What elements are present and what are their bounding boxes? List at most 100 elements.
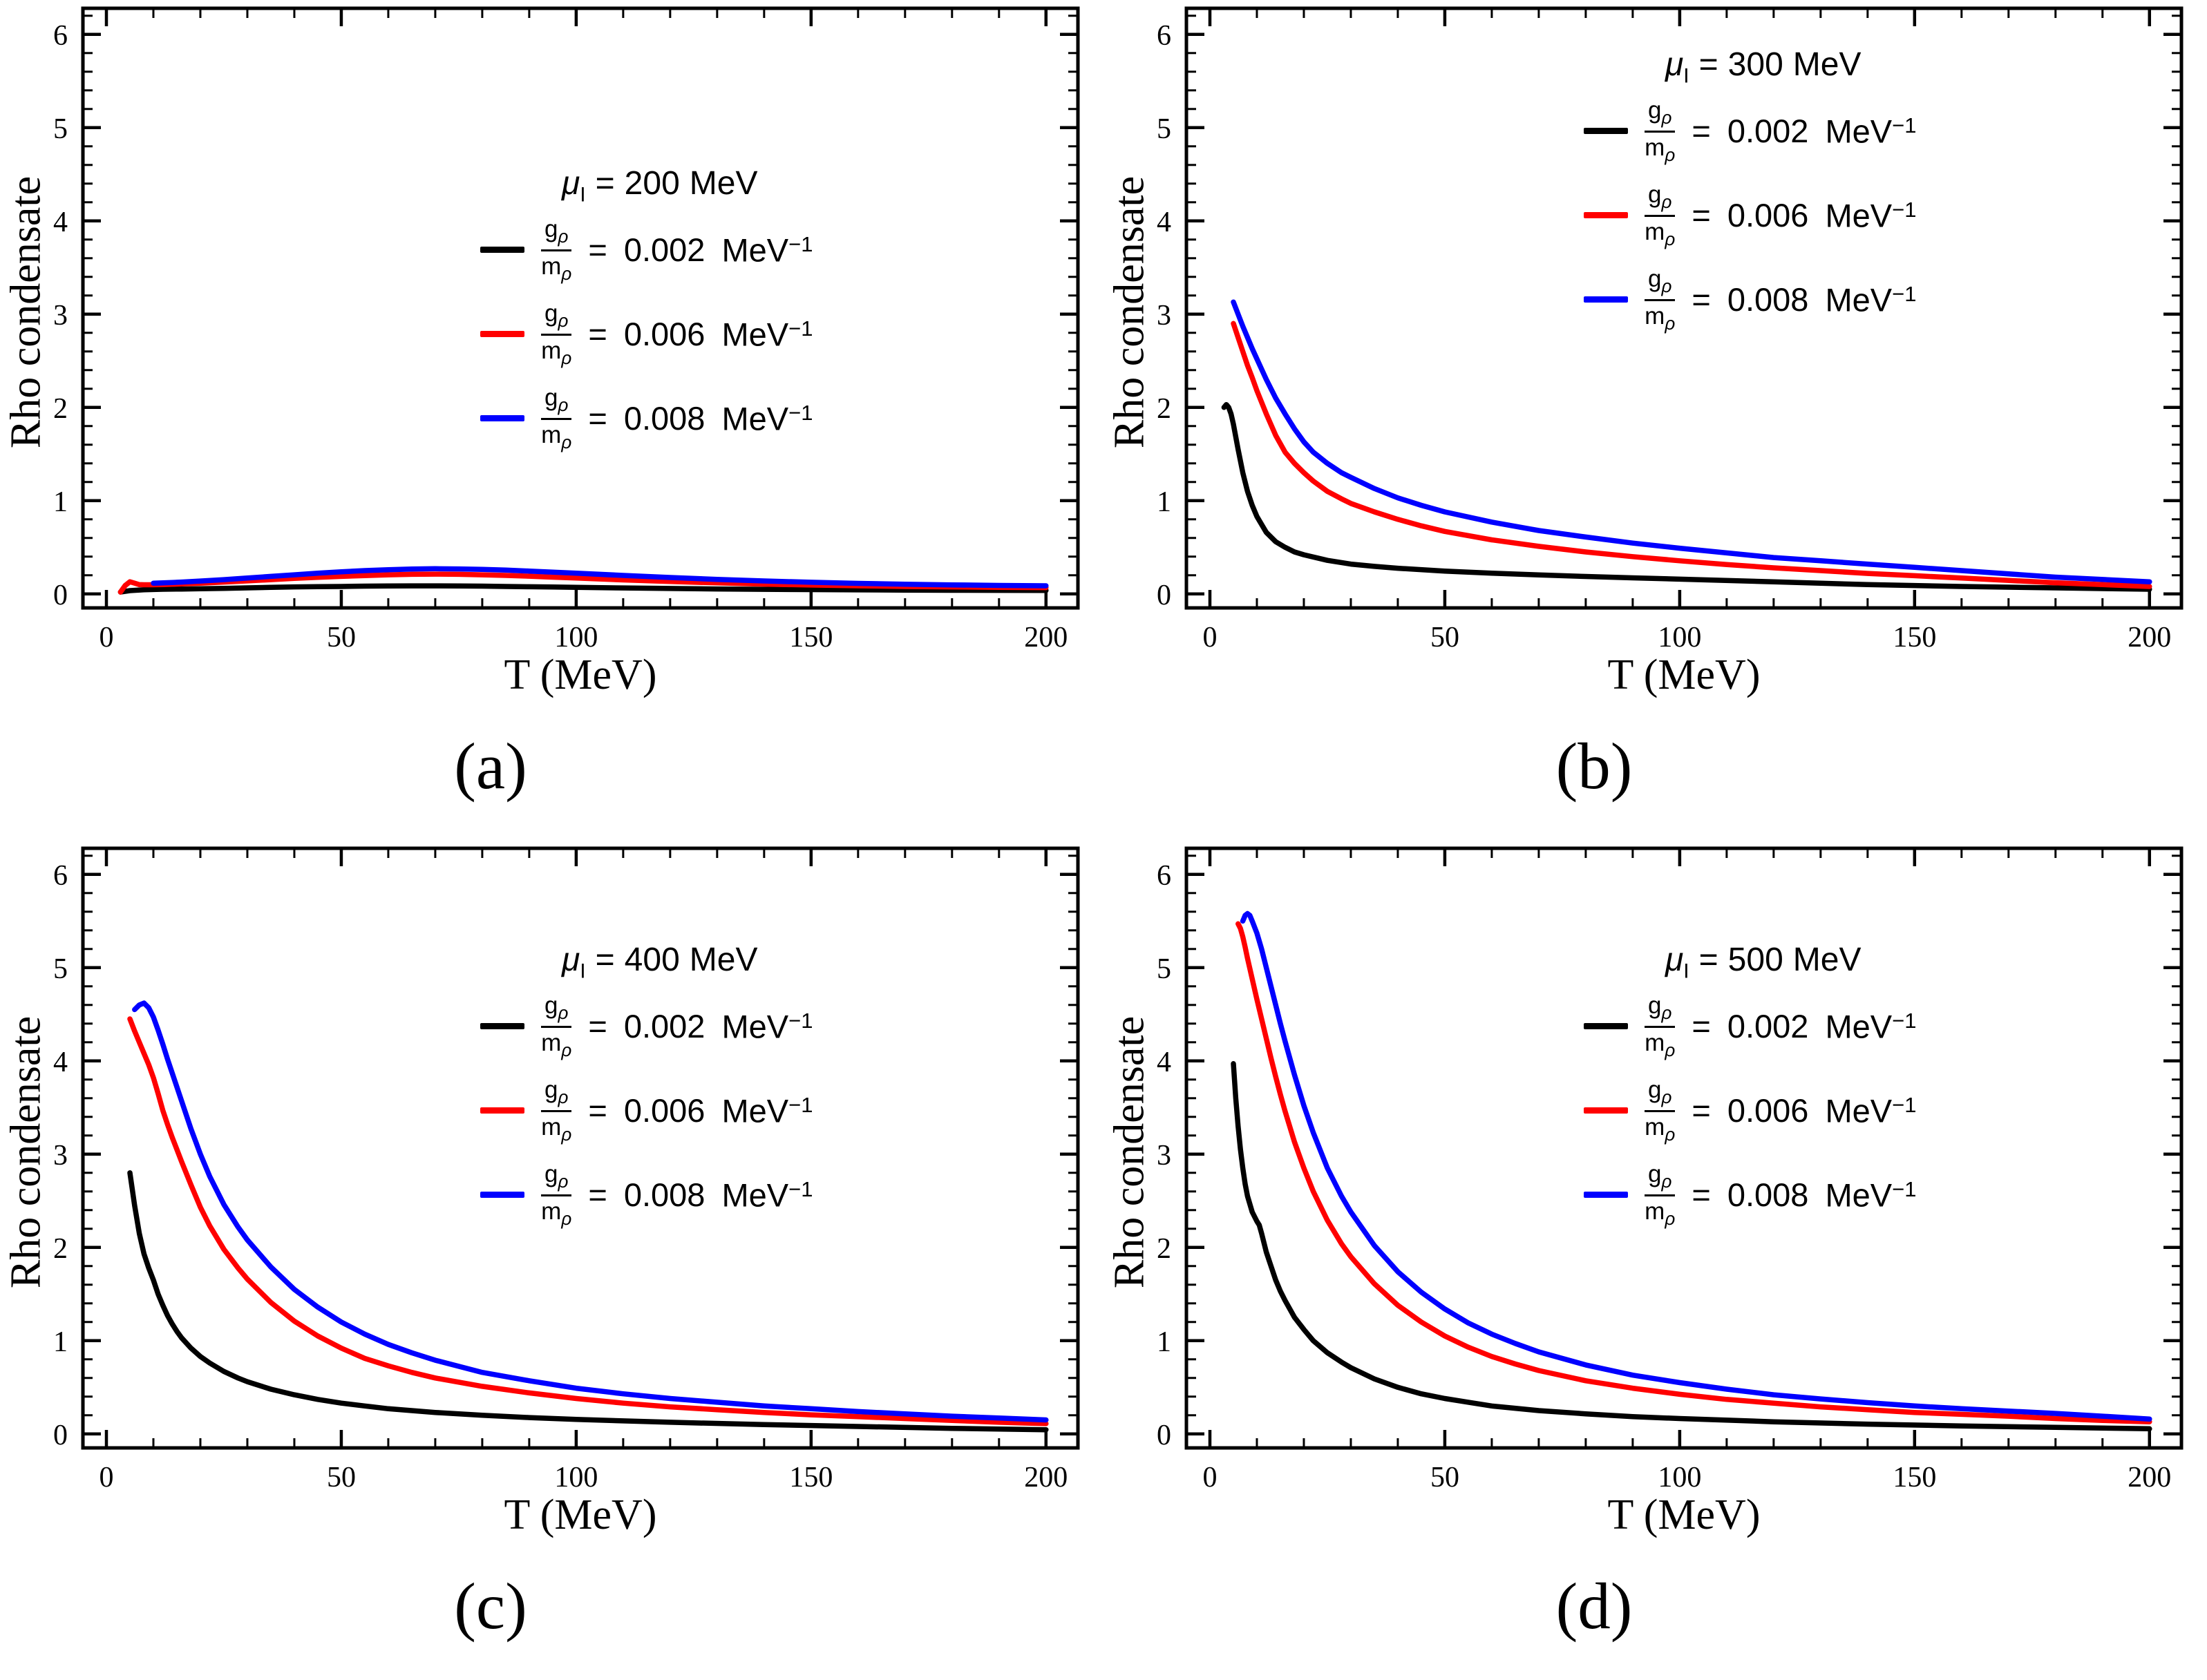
y-tick-label: 0 [1157, 1420, 1171, 1451]
mu-subscript: I [1683, 960, 1689, 983]
mu-value: 400 [624, 942, 680, 978]
series-line-0 [1221, 401, 2152, 592]
ratio-fraction: gρ mρ [1645, 992, 1676, 1060]
legend-swatch-blue [480, 1192, 524, 1199]
y-tick-label: 6 [1157, 20, 1171, 52]
x-tick-label: 50 [1430, 1462, 1459, 1493]
equals-sign: = [1692, 1092, 1711, 1129]
mu-symbol: μ [1665, 46, 1684, 83]
mu-unit: MeV [1792, 942, 1862, 978]
panel-label-b: (b) [1555, 729, 1633, 803]
legend-swatch-black [480, 1023, 524, 1030]
panel-a: 0 50 100 150 200 0 1 2 3 4 5 6 Rho condensate T (Me… [0, 0, 1104, 840]
y-tick-label: 2 [53, 1233, 68, 1265]
x-tick-label: 0 [99, 1462, 113, 1493]
y-tick-label: 4 [53, 1047, 68, 1078]
ratio-fraction: gρ mρ [541, 992, 572, 1060]
ratio-fraction: gρ mρ [541, 216, 572, 284]
x-tick-label: 100 [554, 622, 598, 653]
x-tick-label: 200 [2128, 1462, 2171, 1493]
series-line-2 [1231, 299, 2152, 584]
mu-value: 500 [1727, 942, 1783, 978]
series-line-2 [1240, 910, 2152, 1422]
ratio-unit: MeV−1 [721, 1092, 813, 1129]
ratio-fraction: gρ mρ [541, 1076, 572, 1145]
y-tick-label: 1 [1157, 1326, 1171, 1358]
ratio-unit: MeV−1 [1825, 1092, 1917, 1129]
equals-sign: = [588, 1176, 607, 1214]
y-tick-label: 6 [53, 860, 68, 892]
equals-sign: = [1698, 942, 1718, 978]
mu-unit: MeV [1792, 46, 1862, 83]
legend-row: gρ mρ = 0.002 MeV−1 [480, 216, 813, 284]
y-tick-label: 4 [1157, 1047, 1171, 1078]
legend-swatch-black [1584, 1023, 1628, 1030]
legend-row: gρ mρ = 0.006 MeV−1 [480, 1076, 813, 1145]
x-tick-label: 50 [1430, 622, 1459, 653]
equals-sign: = [1692, 1008, 1711, 1045]
legend-row: gρ mρ = 0.002 MeV−1 [1584, 97, 1916, 165]
x-tick-label: 150 [789, 1462, 833, 1493]
legend-swatch-blue [480, 415, 524, 422]
legend-swatch-black [1584, 128, 1628, 135]
y-axis-label: Rho condensate [2, 1015, 50, 1289]
equals-sign: = [595, 942, 615, 978]
x-tick-label: 50 [327, 1462, 356, 1493]
y-axis-label: Rho condensate [1106, 1015, 1153, 1289]
x-tick-label: 150 [789, 622, 833, 653]
legend-row: gρ mρ = 0.006 MeV−1 [1584, 181, 1917, 249]
equals-sign: = [1692, 1176, 1711, 1214]
equals-sign: = [595, 165, 615, 202]
legend-swatch-red [480, 331, 524, 338]
ratio-unit: MeV−1 [1825, 197, 1917, 234]
y-tick-label: 5 [53, 953, 68, 985]
plot-area-d: 0 50 100 150 200 0 1 2 3 4 5 6 [1157, 846, 2184, 1493]
equals-sign: = [588, 1092, 607, 1129]
y-axis-label: Rho condensate [2, 175, 50, 449]
x-tick-label: 0 [99, 622, 113, 653]
y-tick-label: 2 [1157, 393, 1171, 425]
y-tick-label: 3 [53, 1140, 68, 1172]
y-tick-label: 3 [1157, 1140, 1171, 1172]
y-tick-label: 0 [1157, 580, 1171, 611]
plot-area-a: 0 50 100 150 200 0 1 2 3 4 5 6 [53, 6, 1080, 653]
plot-area-b: 0 50 100 150 200 0 1 2 3 4 5 6 [1157, 6, 2184, 653]
legend-row: gρ mρ = 0.008 MeV−1 [1584, 265, 1917, 333]
x-axis-label: T (MeV) [1607, 1491, 1761, 1538]
ratio-unit: MeV−1 [1825, 1008, 1917, 1045]
mu-unit: MeV [689, 165, 758, 202]
equals-sign: = [1692, 197, 1711, 234]
y-tick-label: 3 [1157, 300, 1171, 332]
panel-label-d: (d) [1555, 1569, 1633, 1643]
plot-area-c: 0 50 100 150 200 0 1 2 3 4 5 6 [53, 846, 1080, 1493]
ratio-unit: MeV−1 [721, 1008, 813, 1045]
legend: μI = 500 MeV gρ mρ = 0.002 MeV−1 gρ mρ = 0… [1584, 941, 1916, 1246]
y-axis-label: Rho condensate [1106, 175, 1153, 449]
y-tick-label: 1 [1157, 486, 1171, 518]
y-tick-label: 6 [1157, 860, 1171, 892]
x-tick-label: 50 [327, 622, 356, 653]
plot-frame [81, 6, 1080, 610]
legend-row: gρ mρ = 0.006 MeV−1 [1584, 1076, 1917, 1144]
equals-sign: = [588, 316, 607, 353]
series-line-0 [117, 583, 1049, 595]
ratio-unit: MeV−1 [721, 316, 813, 353]
ratio-value: 0.006 [623, 1092, 705, 1129]
y-tick-label: 0 [53, 1420, 68, 1451]
y-tick-label: 2 [1157, 1233, 1171, 1265]
panel-d: 0 50 100 150 200 0 1 2 3 4 5 6 Rho condensate T (Me… [1104, 840, 2207, 1680]
equals-sign: = [1698, 46, 1718, 83]
ratio-unit: MeV−1 [1825, 281, 1917, 318]
mu-unit: MeV [689, 942, 758, 978]
ratio-fraction: gρ mρ [541, 1161, 572, 1229]
equals-sign: = [588, 231, 607, 269]
plot-frame [81, 846, 1080, 1450]
panel-c: 0 50 100 150 200 0 1 2 3 4 5 6 Rho condensate T (Me… [0, 840, 1104, 1680]
legend-row: gρ mρ = 0.008 MeV−1 [1584, 1161, 1916, 1228]
ratio-unit: MeV−1 [721, 400, 813, 437]
ratio-fraction: gρ mρ [1645, 97, 1676, 165]
legend: μI = 300 MeV gρ mρ = 0.002 MeV−1 gρ mρ = 0… [1584, 46, 1916, 351]
panel-label-a: (a) [454, 729, 527, 803]
y-tick-label: 1 [53, 486, 68, 518]
